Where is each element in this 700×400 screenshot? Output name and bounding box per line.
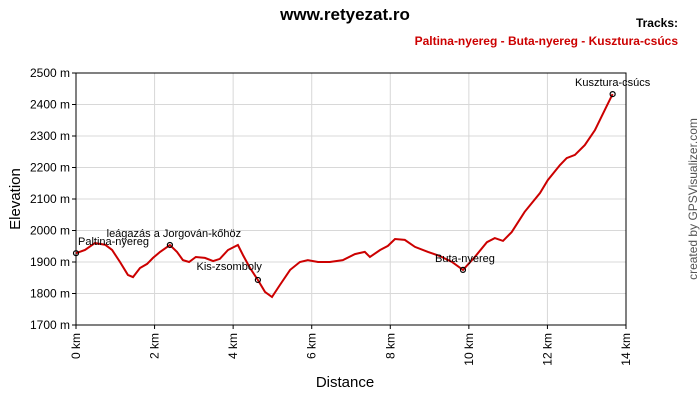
x-tick-label: 2 km <box>148 333 162 359</box>
waypoint-label: Kusztura-csúcs <box>575 77 651 89</box>
x-tick-label: 14 km <box>619 333 633 366</box>
legend-entry: Paltina-nyereg - Buta-nyereg - Kusztura-… <box>415 34 679 48</box>
x-tick-label: 10 km <box>462 333 476 366</box>
y-tick-label: 2000 m <box>30 224 70 238</box>
plot-frame <box>75 72 627 326</box>
y-tick-label: 2300 m <box>30 129 70 143</box>
x-axis-label: Distance <box>316 374 374 391</box>
credit: created by GPSVisualizer.com <box>686 118 700 280</box>
waypoint <box>72 250 80 257</box>
y-tick-label: 2100 m <box>30 192 70 206</box>
waypoint <box>459 266 467 273</box>
waypoint <box>609 91 616 98</box>
y-tick-label: 2400 m <box>30 98 70 112</box>
x-tick-label: 12 km <box>540 333 554 366</box>
y-axis-label: Elevation <box>7 168 24 230</box>
waypoint-label: leágazás a Jorgován-kőhöz <box>107 228 242 240</box>
chart-title: www.retyezat.ro <box>279 5 410 24</box>
elevation-line <box>75 93 614 299</box>
x-tick-label: 6 km <box>305 333 319 359</box>
y-tick-label: 2500 m <box>30 66 70 80</box>
waypoint-label: Kis-zsomboly <box>196 261 262 273</box>
waypoint-label: Paltina-nyereg <box>78 236 149 248</box>
y-tick-label: 2200 m <box>30 161 70 175</box>
x-tick-label: 0 km <box>69 333 83 359</box>
y-tick-label: 1800 m <box>30 287 70 301</box>
legend-title: Tracks: <box>636 16 678 30</box>
waypoint <box>254 276 261 284</box>
x-tick-label: 4 km <box>226 333 240 359</box>
waypoint <box>166 241 173 249</box>
waypoint-label: Buta-nyereg <box>435 253 495 265</box>
y-tick-label: 1700 m <box>30 318 70 332</box>
y-tick-label: 1900 m <box>30 255 70 269</box>
x-tick-label: 8 km <box>383 333 397 359</box>
